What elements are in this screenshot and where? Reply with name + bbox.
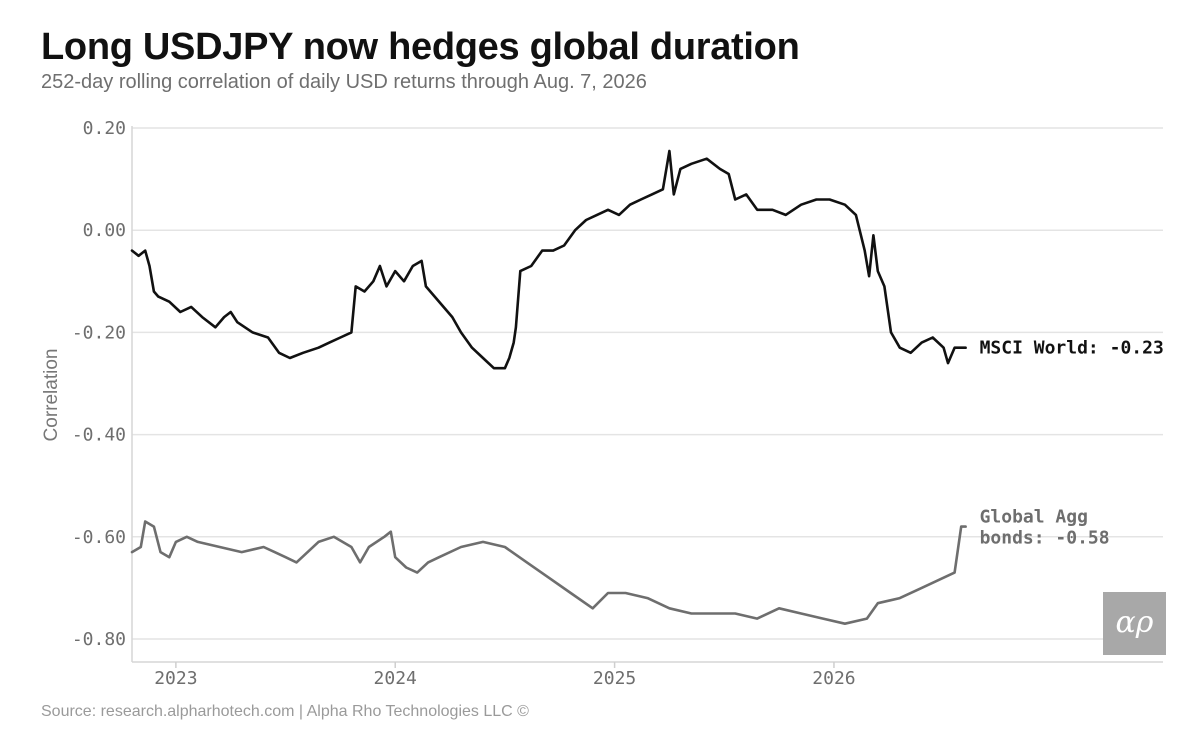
y-axis-title: Correlation <box>41 349 62 442</box>
logo-background <box>1103 592 1166 655</box>
chart-subtitle: 252-day rolling correlation of daily USD… <box>41 71 647 93</box>
y-tick-label: -0.60 <box>72 527 126 548</box>
x-tick-label: 2026 <box>812 668 855 689</box>
x-tick-label: 2025 <box>593 668 636 689</box>
source-note: Source: research.alpharhotech.com | Alph… <box>41 703 529 720</box>
y-tick-label: -0.20 <box>72 322 126 343</box>
logo-text: αρ <box>1116 605 1154 640</box>
grid-lines <box>132 127 1163 640</box>
y-tick-label: 0.20 <box>83 118 126 139</box>
global-agg-end-label-line1: Global Agg <box>980 507 1088 528</box>
global-agg-end-label-line2: bonds: -0.58 <box>980 528 1110 549</box>
series-lines <box>130 149 967 625</box>
y-tick-label: 0.00 <box>83 220 126 241</box>
msci-world-line <box>130 149 967 370</box>
logo: αρ <box>1103 592 1166 655</box>
y-tick-label: -0.40 <box>72 425 126 446</box>
x-tick-label: 2023 <box>154 668 197 689</box>
x-tick-label: 2024 <box>374 668 417 689</box>
chart-title: Long USDJPY now hedges global duration <box>41 26 800 68</box>
msci-world-end-label: MSCI World: -0.23 <box>980 338 1164 359</box>
y-tick-label: -0.80 <box>72 629 126 650</box>
global-agg-line <box>130 520 967 625</box>
axes: 0.20 0.00 -0.20 -0.40 -0.60 -0.80 2023 2024 2025… <box>41 118 1163 689</box>
